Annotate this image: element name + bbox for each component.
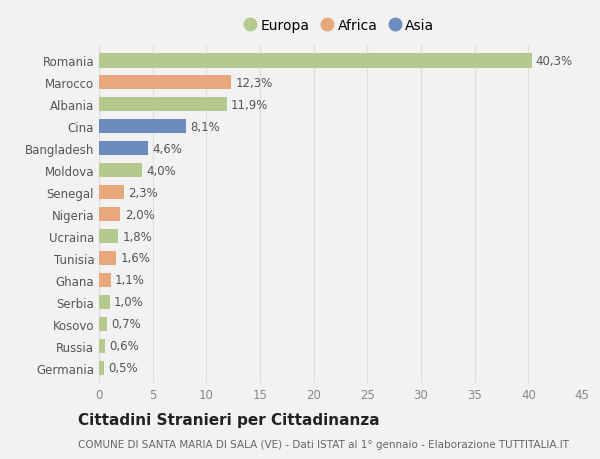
Text: 12,3%: 12,3%	[235, 77, 272, 90]
Bar	[99, 361, 104, 375]
Text: 4,0%: 4,0%	[146, 164, 176, 177]
Bar	[99, 251, 116, 265]
Text: 4,6%: 4,6%	[152, 142, 182, 155]
Text: 0,7%: 0,7%	[111, 318, 140, 330]
Text: 0,5%: 0,5%	[109, 361, 138, 375]
Bar	[99, 142, 148, 156]
Bar	[99, 207, 121, 222]
Bar	[99, 317, 107, 331]
Bar	[99, 339, 106, 353]
Bar	[99, 164, 142, 178]
Text: 1,8%: 1,8%	[122, 230, 152, 243]
Text: 11,9%: 11,9%	[231, 99, 268, 112]
Text: Cittadini Stranieri per Cittadinanza: Cittadini Stranieri per Cittadinanza	[78, 413, 380, 428]
Bar	[99, 295, 110, 309]
Bar	[99, 98, 227, 112]
Text: 1,1%: 1,1%	[115, 274, 145, 287]
Bar	[99, 185, 124, 200]
Text: 1,6%: 1,6%	[121, 252, 151, 265]
Legend: Europa, Africa, Asia: Europa, Africa, Asia	[247, 19, 434, 33]
Text: 8,1%: 8,1%	[190, 120, 220, 134]
Text: COMUNE DI SANTA MARIA DI SALA (VE) - Dati ISTAT al 1° gennaio - Elaborazione TUT: COMUNE DI SANTA MARIA DI SALA (VE) - Dat…	[78, 440, 569, 449]
Text: 0,6%: 0,6%	[110, 340, 139, 353]
Bar	[99, 273, 111, 287]
Text: 1,0%: 1,0%	[114, 296, 144, 309]
Bar	[99, 120, 186, 134]
Text: 2,0%: 2,0%	[125, 208, 155, 221]
Text: 40,3%: 40,3%	[536, 55, 573, 68]
Bar	[99, 230, 118, 244]
Bar	[99, 54, 532, 68]
Bar	[99, 76, 231, 90]
Text: 2,3%: 2,3%	[128, 186, 158, 199]
